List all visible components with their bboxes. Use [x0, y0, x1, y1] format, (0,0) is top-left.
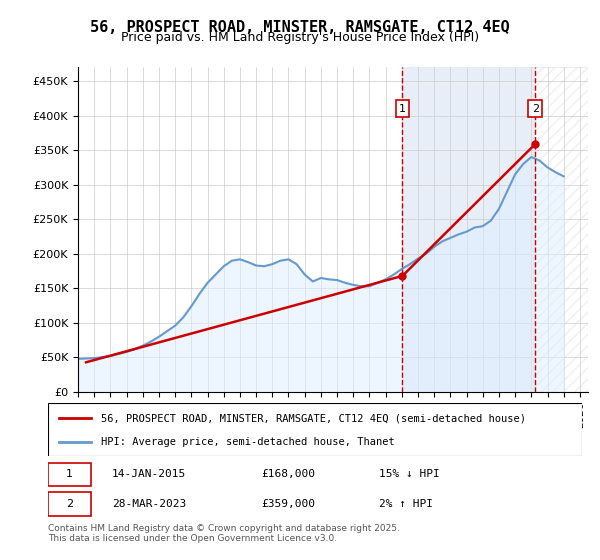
Text: 15% ↓ HPI: 15% ↓ HPI — [379, 469, 440, 479]
FancyBboxPatch shape — [48, 403, 582, 456]
FancyBboxPatch shape — [48, 463, 91, 486]
Text: 14-JAN-2015: 14-JAN-2015 — [112, 469, 187, 479]
Text: 2% ↑ HPI: 2% ↑ HPI — [379, 499, 433, 509]
Text: £359,000: £359,000 — [262, 499, 316, 509]
Text: 28-MAR-2023: 28-MAR-2023 — [112, 499, 187, 509]
Bar — [535, 67, 588, 392]
Text: Price paid vs. HM Land Registry's House Price Index (HPI): Price paid vs. HM Land Registry's House … — [121, 31, 479, 44]
FancyBboxPatch shape — [48, 492, 91, 516]
Text: 2: 2 — [66, 499, 73, 509]
Text: 56, PROSPECT ROAD, MINSTER, RAMSGATE, CT12 4EQ: 56, PROSPECT ROAD, MINSTER, RAMSGATE, CT… — [90, 20, 510, 35]
Text: HPI: Average price, semi-detached house, Thanet: HPI: Average price, semi-detached house,… — [101, 436, 395, 446]
Text: Contains HM Land Registry data © Crown copyright and database right 2025.
This d: Contains HM Land Registry data © Crown c… — [48, 524, 400, 543]
Text: 2: 2 — [532, 104, 539, 114]
Text: 56, PROSPECT ROAD, MINSTER, RAMSGATE, CT12 4EQ (semi-detached house): 56, PROSPECT ROAD, MINSTER, RAMSGATE, CT… — [101, 413, 526, 423]
Text: 1: 1 — [66, 469, 73, 479]
Bar — [535, 67, 588, 392]
Text: £168,000: £168,000 — [262, 469, 316, 479]
Bar — [403, 67, 535, 392]
Text: 1: 1 — [399, 104, 406, 114]
